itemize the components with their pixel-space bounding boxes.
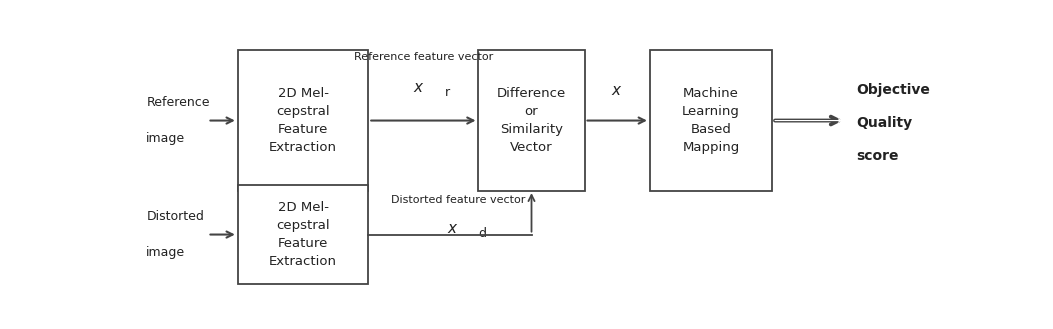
Text: $\mathbf{\mathit{x}}$: $\mathbf{\mathit{x}}$: [612, 83, 623, 98]
Text: $\mathbf{\mathit{x}}$: $\mathbf{\mathit{x}}$: [448, 221, 459, 236]
FancyBboxPatch shape: [478, 50, 584, 191]
Text: image: image: [146, 246, 185, 259]
Text: $\mathrm{d}$: $\mathrm{d}$: [478, 226, 486, 240]
Text: score: score: [856, 149, 899, 163]
Text: image: image: [146, 132, 185, 145]
FancyBboxPatch shape: [238, 185, 369, 284]
FancyBboxPatch shape: [650, 50, 772, 191]
Text: Reference: Reference: [146, 96, 210, 109]
Text: Objective: Objective: [856, 83, 930, 97]
Text: 2D Mel-
cepstral
Feature
Extraction: 2D Mel- cepstral Feature Extraction: [269, 87, 337, 154]
Text: Reference feature vector: Reference feature vector: [354, 52, 493, 62]
Text: Distorted: Distorted: [146, 210, 204, 223]
Text: Machine
Learning
Based
Mapping: Machine Learning Based Mapping: [682, 87, 740, 154]
Text: $\mathbf{\mathit{x}}$: $\mathbf{\mathit{x}}$: [413, 80, 424, 95]
Text: $\mathrm{r}$: $\mathrm{r}$: [444, 86, 452, 99]
Text: Difference
or
Similarity
Vector: Difference or Similarity Vector: [497, 87, 567, 154]
Text: 2D Mel-
cepstral
Feature
Extraction: 2D Mel- cepstral Feature Extraction: [269, 201, 337, 268]
Text: Distorted feature vector: Distorted feature vector: [391, 195, 525, 205]
FancyBboxPatch shape: [238, 50, 369, 191]
Text: Quality: Quality: [856, 116, 913, 130]
